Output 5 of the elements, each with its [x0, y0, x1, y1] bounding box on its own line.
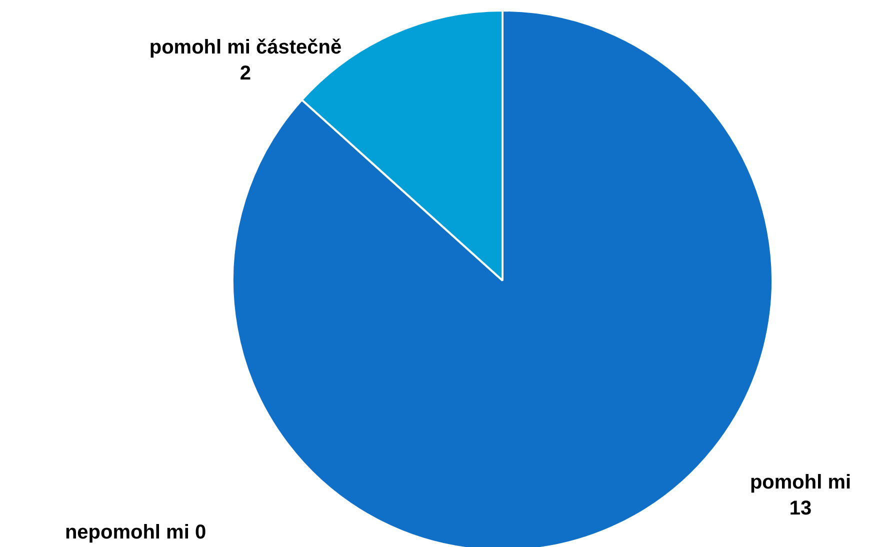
data-label: 2 [240, 62, 252, 85]
slice-label: pomohl mi [750, 471, 852, 494]
slice-label: pomohl mi částečně [149, 36, 342, 58]
data-label: 13 [789, 498, 812, 520]
category-label: nepomohl mi 0 [64, 522, 206, 544]
